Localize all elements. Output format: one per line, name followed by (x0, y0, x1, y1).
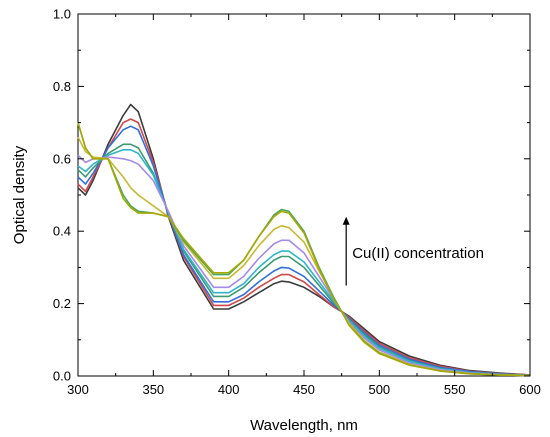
x-tick-label: 300 (67, 382, 89, 397)
x-tick-label: 600 (519, 382, 541, 397)
y-tick-label: 0.4 (53, 224, 71, 239)
ticks-group (77, 13, 531, 377)
x-axis-title: Wavelength, nm (250, 417, 358, 434)
x-tick-label: 400 (218, 382, 240, 397)
series-line-4 (77, 143, 531, 377)
x-tick-label: 550 (444, 382, 466, 397)
y-tick-label: 0.6 (53, 151, 71, 166)
series-line-7 (77, 136, 531, 377)
series-line-2 (77, 118, 531, 376)
x-tick-label: 500 (368, 382, 390, 397)
series-line-5 (77, 149, 531, 377)
annotation-arrow-head (342, 216, 350, 225)
series-line-6 (77, 154, 531, 377)
y-tick-label: 0.8 (53, 79, 71, 94)
x-tick-label: 450 (293, 382, 315, 397)
annotation-label: Cu(II) concentration (352, 245, 484, 262)
series-line-3 (77, 125, 531, 377)
y-tick-label: 1.0 (53, 7, 71, 22)
annotation: Cu(II) concentration (342, 216, 484, 286)
tick-labels: 300 350 400 450 500 550 600 0.0 0.2 0.4 0.6 0.8 1.0 (53, 7, 541, 398)
y-axis-title: Optical density (11, 145, 28, 244)
series-line-1 (77, 103, 531, 376)
plot-frame (77, 13, 531, 377)
series-group (77, 103, 531, 377)
x-tick-label: 350 (142, 382, 164, 397)
y-tick-label: 0.0 (53, 369, 71, 384)
series-line-9 (77, 122, 531, 377)
y-tick-label: 0.2 (53, 296, 71, 311)
